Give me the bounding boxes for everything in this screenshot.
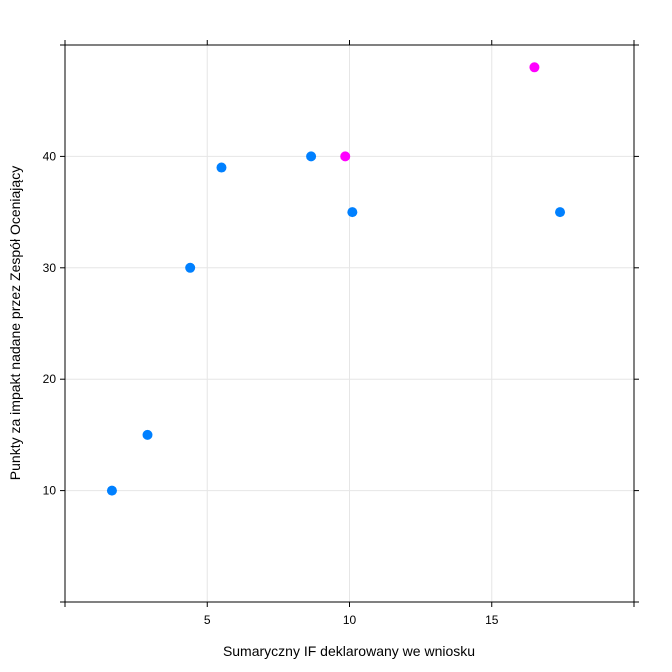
- data-points: [106, 62, 566, 496]
- data-point-1: [142, 429, 153, 440]
- y-tick-label-3: 40: [43, 149, 57, 163]
- data-point-0: [106, 485, 117, 496]
- y-tick-label-2: 30: [43, 261, 57, 275]
- x-tick-label-0: 5: [204, 613, 211, 627]
- x-axis-title: Sumaryczny IF deklarowany we wniosku: [223, 643, 475, 659]
- data-point-4: [306, 151, 317, 162]
- axis-ticks: 5 10 15 10 20 30 40: [43, 40, 639, 627]
- x-tick-label-1: 10: [343, 613, 357, 627]
- data-point-2: [185, 262, 196, 273]
- data-point-3: [216, 162, 227, 173]
- data-point-8: [555, 207, 566, 218]
- y-tick-label-1: 20: [43, 372, 57, 386]
- y-tick-label-0: 10: [43, 484, 57, 498]
- x-tick-label-2: 15: [485, 613, 499, 627]
- y-axis-title: Punkty za impakt nadane przez Zespół Oce…: [7, 166, 23, 480]
- data-point-7: [529, 62, 540, 73]
- grid-lines: [65, 45, 634, 602]
- data-point-5: [340, 151, 351, 162]
- data-point-6: [347, 207, 358, 218]
